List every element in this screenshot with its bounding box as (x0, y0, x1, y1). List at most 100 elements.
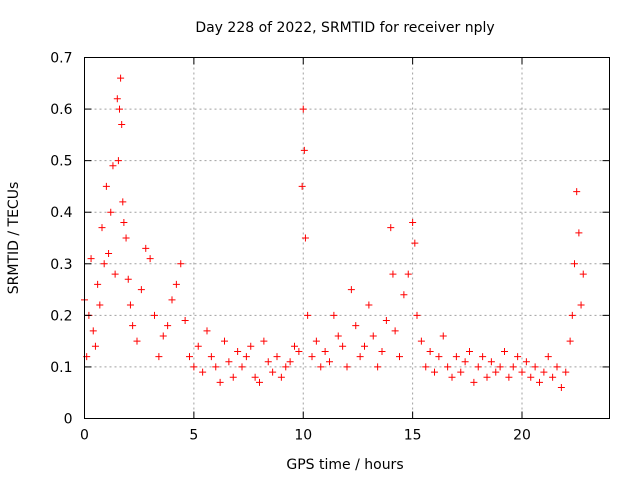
data-point (98, 224, 106, 232)
data-point (312, 337, 320, 345)
x-tick-labels: 0 5 10 15 20 (80, 428, 531, 444)
data-point (207, 353, 215, 361)
data-point (356, 353, 364, 361)
data-point (540, 368, 548, 376)
data-point (242, 353, 250, 361)
data-point (118, 121, 126, 129)
data-point (181, 317, 189, 325)
data-point (260, 337, 268, 345)
data-point (479, 353, 487, 361)
y-tick-label: 0.2 (50, 308, 72, 324)
data-point (298, 182, 306, 190)
data-point (396, 353, 403, 361)
data-point (474, 363, 482, 371)
data-point (448, 373, 456, 381)
data-point (347, 286, 355, 294)
data-point (107, 208, 115, 216)
data-point (94, 280, 102, 288)
data-point (505, 373, 513, 381)
data-point (100, 260, 108, 268)
data-point (573, 188, 581, 196)
data-point (409, 219, 417, 227)
data-point (105, 249, 113, 257)
data-point (470, 378, 478, 386)
x-tick-label: 10 (294, 428, 312, 444)
data-point (439, 332, 447, 340)
data-point (96, 301, 104, 309)
data-point (413, 311, 421, 319)
data-point (273, 353, 281, 361)
data-point (116, 105, 123, 113)
data-point (466, 347, 473, 355)
data-point (457, 368, 465, 376)
y-axis-label: SRMTID / TECUs (6, 182, 22, 295)
data-point (518, 368, 526, 376)
axis-ticks (84, 57, 610, 419)
data-point (225, 358, 233, 366)
y-tick-label: 0.5 (50, 154, 72, 170)
data-point (186, 353, 193, 361)
data-point (568, 311, 576, 319)
x-tick-label: 15 (404, 428, 422, 444)
data-point (117, 74, 125, 82)
data-point (203, 327, 211, 335)
data-point (199, 368, 207, 376)
data-point (151, 311, 158, 319)
data-point (126, 301, 134, 309)
data-point (522, 358, 530, 366)
data-point (190, 363, 198, 371)
data-point (352, 322, 360, 330)
y-tick-label: 0.6 (50, 102, 72, 118)
data-point (177, 260, 185, 268)
data-point (277, 373, 285, 381)
data-point (391, 327, 399, 335)
data-point (571, 260, 578, 268)
x-tick-label: 20 (513, 428, 531, 444)
data-point (129, 322, 137, 330)
data-point (111, 270, 119, 278)
data-point (238, 363, 246, 371)
data-point (133, 337, 141, 345)
x-tick-label: 5 (189, 428, 198, 444)
x-tick-label: 0 (80, 428, 89, 444)
data-point (444, 363, 452, 371)
data-point (326, 358, 333, 366)
data-point (109, 162, 117, 170)
data-point (577, 301, 585, 309)
data-point (330, 311, 338, 319)
data-point (256, 378, 263, 386)
data-point (501, 347, 508, 355)
data-point (452, 353, 460, 361)
data-point (87, 255, 95, 263)
data-point (137, 286, 145, 294)
data-point (102, 182, 110, 190)
data-point (400, 291, 408, 299)
grid-lines (84, 57, 610, 419)
data-point (389, 270, 397, 278)
y-tick-label: 0.7 (50, 51, 72, 67)
data-point (404, 270, 412, 278)
data-point (361, 342, 368, 350)
data-point (461, 358, 469, 366)
data-point (286, 358, 294, 366)
data-point (159, 332, 167, 340)
data-point (155, 353, 163, 361)
y-tick-label: 0 (64, 412, 73, 428)
data-point (417, 337, 425, 345)
data-point (164, 322, 172, 330)
data-point (411, 239, 419, 247)
data-point (269, 368, 277, 376)
data-point (282, 363, 290, 371)
data-point (172, 280, 180, 288)
data-point (308, 353, 316, 361)
data-point (89, 327, 97, 335)
data-point (300, 146, 308, 154)
data-point (487, 358, 495, 366)
data-point (146, 255, 154, 263)
data-point (299, 105, 307, 113)
data-point (168, 296, 176, 304)
data-point (295, 347, 303, 355)
data-point (194, 342, 202, 350)
data-point (251, 373, 259, 381)
